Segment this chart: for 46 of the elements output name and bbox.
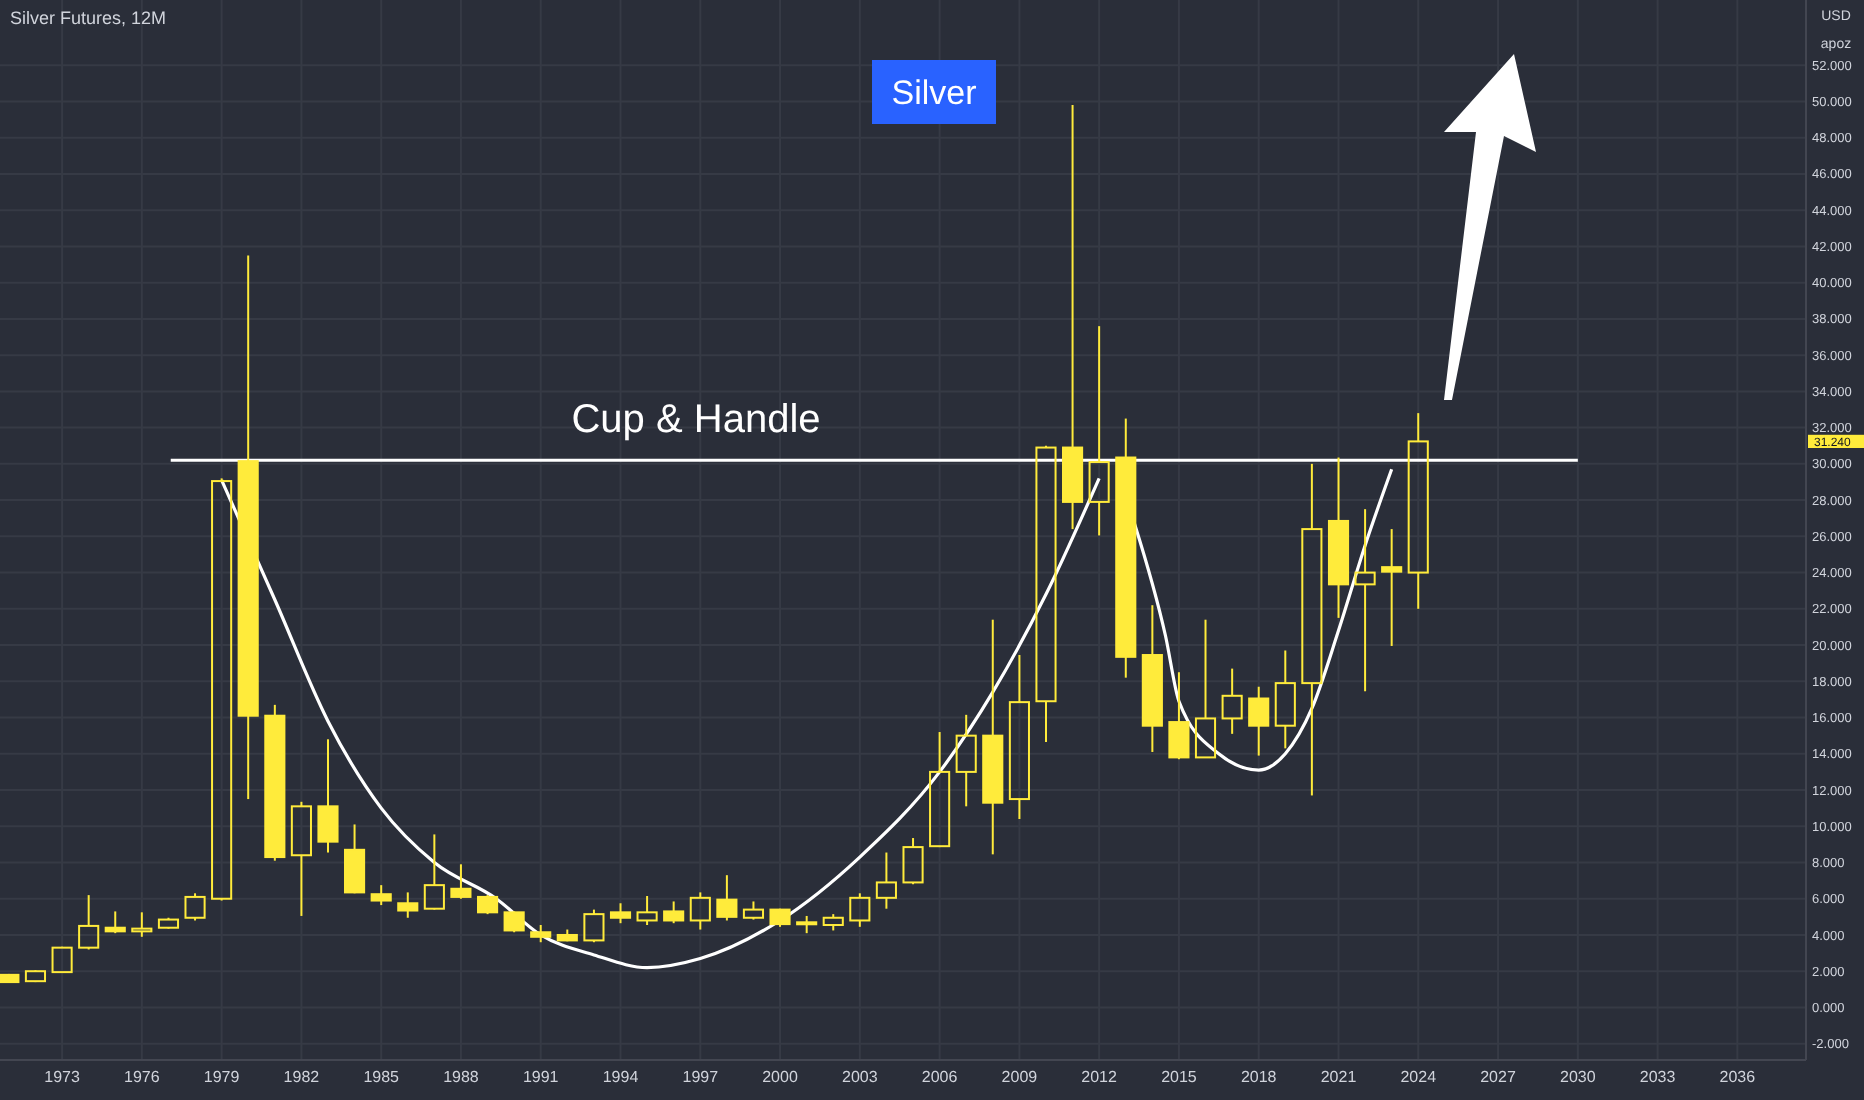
- x-tick-label: 2006: [921, 1068, 959, 1086]
- candlestick: [1354, 508, 1376, 693]
- x-tick-label: 1973: [44, 1068, 81, 1086]
- candlestick: [237, 254, 259, 801]
- candlestick: [131, 911, 153, 938]
- x-tick-label: 2003: [842, 1068, 879, 1086]
- candlestick: [1248, 685, 1270, 757]
- x-tick-label: 2027: [1480, 1068, 1517, 1086]
- candlestick: [1274, 649, 1296, 750]
- candlestick: [317, 738, 339, 854]
- x-tick-label: 2009: [1001, 1068, 1039, 1086]
- candlestick: [1115, 417, 1137, 679]
- x-tick-label: 2018: [1240, 1068, 1278, 1086]
- candlestick: [1301, 462, 1323, 797]
- candlestick: [875, 851, 897, 910]
- x-tick-label: 1976: [124, 1068, 161, 1086]
- candlestick: [955, 713, 977, 808]
- x-tick-label: 1988: [443, 1068, 480, 1086]
- candlestick: [982, 618, 1004, 856]
- line-series: [1132, 467, 1394, 772]
- candlestick: [1407, 412, 1429, 610]
- x-tick-label: 2024: [1400, 1068, 1438, 1086]
- candlestick: [1221, 667, 1243, 735]
- candlestick: [1381, 528, 1403, 647]
- x-tick-label: 1994: [602, 1068, 640, 1086]
- candlestick: [1141, 604, 1163, 753]
- x-tick-label: 2012: [1081, 1068, 1119, 1086]
- x-tick-label: 2015: [1161, 1068, 1198, 1086]
- x-tick-label: 2036: [1719, 1068, 1757, 1086]
- x-tick-label: 2033: [1639, 1068, 1677, 1086]
- text: Silver: [891, 74, 978, 112]
- x-tick-label: 2030: [1560, 1068, 1597, 1086]
- annotation: Cup & Handle: [571, 398, 821, 442]
- candlestick: [689, 891, 711, 931]
- candlestick: [1088, 325, 1110, 537]
- candlestick: [1327, 456, 1350, 619]
- candlestick: [1008, 654, 1030, 821]
- x-tick-label: 2021: [1320, 1068, 1358, 1086]
- chart-title: Silver Futures, 12M: [10, 8, 167, 28]
- x-tick-label: 1979: [203, 1068, 241, 1086]
- x-tick-label: 2000: [762, 1068, 799, 1086]
- candlestick: [1062, 104, 1084, 531]
- x-tick-label: 1982: [283, 1068, 321, 1086]
- x-tick-label: 1997: [682, 1068, 720, 1086]
- x-tick-label: 1991: [522, 1068, 560, 1086]
- x-tick-label: 1985: [363, 1068, 401, 1086]
